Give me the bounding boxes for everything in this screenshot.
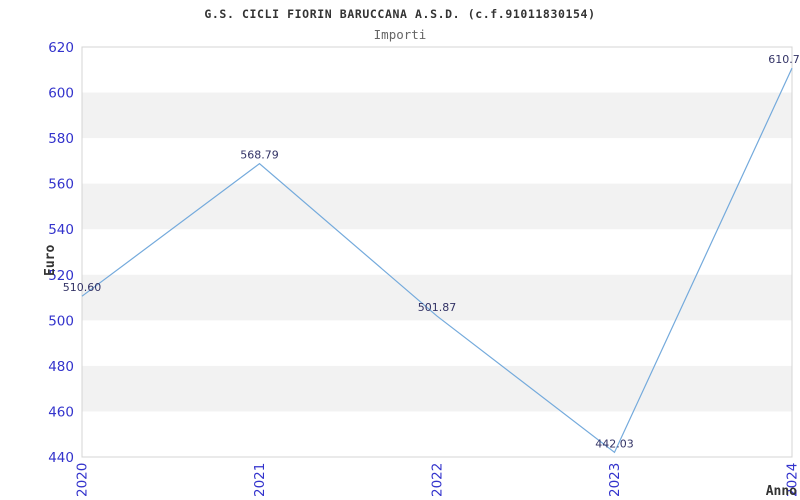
data-label: 568.79	[240, 149, 279, 162]
x-tick-label: 2022	[430, 463, 446, 497]
x-tick-label: 2023	[607, 463, 623, 497]
y-tick-label: 460	[48, 404, 74, 420]
y-tick-label: 560	[48, 177, 74, 193]
grid-band	[82, 274, 792, 321]
data-label: 501.87	[418, 301, 457, 314]
x-tick-label: 2024	[785, 463, 800, 497]
data-label: 610.7	[768, 53, 800, 66]
chart-subtitle: Importi	[373, 27, 427, 42]
y-tick-label: 580	[48, 131, 74, 147]
y-axis-title: Euro	[43, 245, 58, 276]
y-tick-label: 440	[48, 450, 74, 466]
plot-border	[81, 46, 793, 458]
grid-band	[82, 92, 792, 139]
x-tick-label: 2021	[252, 463, 268, 497]
y-tick-label: 540	[48, 222, 74, 238]
y-tick-label: 480	[48, 359, 74, 375]
series-line	[81, 67, 793, 454]
data-label: 442.03	[595, 437, 634, 450]
x-axis-title: Anno	[766, 484, 797, 499]
y-tick-label: 600	[48, 86, 74, 102]
y-tick-label: 620	[48, 40, 74, 56]
y-tick-label: 520	[48, 268, 74, 284]
x-tick-label: 2020	[75, 463, 91, 497]
chart-title: G.S. CICLI FIORIN BARUCCANA A.S.D. (c.f.…	[204, 7, 596, 21]
data-label: 510.60	[63, 281, 102, 294]
grid-band	[82, 183, 792, 230]
y-tick-label: 500	[48, 313, 74, 329]
grid-band	[82, 365, 792, 412]
